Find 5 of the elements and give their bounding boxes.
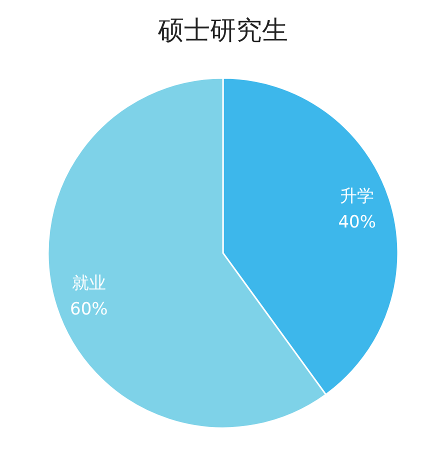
data-label: 60%	[70, 300, 108, 320]
data-label: 40%	[338, 212, 376, 232]
slice-label: 就业	[72, 274, 106, 294]
chart-title: 硕士研究生	[157, 16, 288, 46]
slice-label: 升学	[340, 186, 374, 206]
